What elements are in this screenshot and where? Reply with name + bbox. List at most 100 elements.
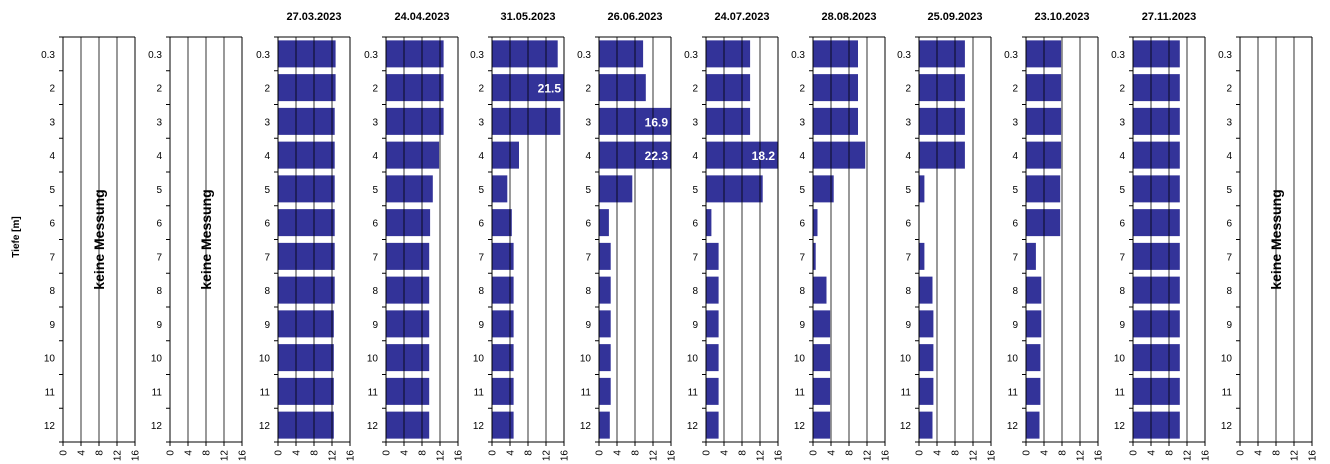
y-tick-label: 10: [687, 354, 699, 365]
y-tick-label: 4: [1012, 151, 1018, 162]
bar: [1026, 310, 1042, 338]
y-tick-label: 2: [799, 84, 805, 95]
bar: [278, 276, 335, 304]
x-tick-label: 4: [827, 450, 838, 456]
y-tick-label: 11: [1115, 387, 1126, 398]
panels: 0.3 2 3 4 5 6 7 8 9 10 11 12 0 4 8 12 16 keine Messung 0.3…: [41, 11, 1318, 461]
x-tick-label: 4: [613, 450, 624, 456]
bar: [492, 344, 514, 372]
bar: [599, 377, 611, 405]
x-tick-label: 16: [1201, 450, 1212, 462]
x-tick-label: 16: [346, 450, 357, 462]
y-tick-label: 7: [49, 252, 55, 263]
x-tick-label: 8: [1272, 450, 1283, 456]
panel-8: 28.08.2023 0.3 2 3 4 5 6 7 8 9 10 11 12 0 4 8 12 16: [791, 11, 891, 461]
bar: [1026, 209, 1061, 237]
y-tick-label: 0.3: [791, 50, 805, 61]
x-tick-label: 0: [915, 450, 926, 456]
bar: [919, 175, 925, 203]
y-tick-label: 10: [900, 354, 912, 365]
y-tick-label: 7: [478, 252, 484, 263]
y-tick-label: 4: [692, 151, 698, 162]
x-tick-label: 12: [436, 450, 447, 462]
y-tick-label: 8: [692, 286, 698, 297]
y-tick-label: 3: [1012, 117, 1018, 128]
bar: [492, 411, 514, 439]
bar: [919, 242, 925, 270]
bar: [386, 107, 444, 135]
y-tick-label: 3: [692, 117, 698, 128]
bar: [706, 377, 719, 405]
x-tick-label: 12: [1076, 450, 1087, 462]
x-tick-label: 8: [418, 450, 429, 456]
y-tick-label: 12: [1114, 421, 1126, 432]
panel-5: 31.05.2023 0.3 2 3 4 5 6 7 8 9 10 11 12 0 4 8 12 16 21.5: [470, 11, 570, 461]
y-tick-label: 0.3: [684, 50, 698, 61]
y-tick-label: 3: [905, 117, 911, 128]
y-tick-label: 2: [905, 84, 911, 95]
bar: [492, 377, 514, 405]
bar: [706, 175, 763, 203]
panel-6: 26.06.2023 0.3 2 3 4 5 6 7 8 9 10 11 12 0 4 8 12 16 16.9 22…: [577, 11, 677, 461]
y-tick-label: 6: [156, 219, 162, 230]
y-tick-label: 7: [1119, 252, 1125, 263]
x-tick-label: 16: [560, 450, 571, 462]
x-tick-label: 4: [933, 450, 944, 456]
y-tick-label: 11: [1222, 387, 1233, 398]
y-tick-label: 10: [580, 354, 592, 365]
bar: [492, 209, 512, 237]
bar: [813, 209, 818, 237]
y-tick-label: 3: [49, 117, 55, 128]
x-tick-label: 16: [131, 450, 142, 462]
y-tick-label: 7: [1226, 252, 1232, 263]
y-tick-label: 3: [264, 117, 270, 128]
y-tick-label: 9: [156, 320, 162, 331]
x-tick-label: 8: [310, 450, 321, 456]
bar: [1133, 141, 1180, 169]
x-tick-label: 16: [238, 450, 249, 462]
y-tick-label: 4: [799, 151, 805, 162]
bar: [1026, 377, 1041, 405]
y-tick-label: 2: [585, 84, 591, 95]
y-tick-label: 12: [367, 421, 379, 432]
y-tick-label: 4: [372, 151, 378, 162]
x-tick-label: 16: [1308, 450, 1319, 462]
y-tick-label: 11: [581, 387, 592, 398]
x-tick-label: 8: [202, 450, 213, 456]
y-tick-label: 5: [905, 185, 911, 196]
bar: [386, 344, 430, 372]
y-tick-label: 12: [151, 421, 163, 432]
y-tick-label: 4: [905, 151, 911, 162]
y-tick-label: 2: [372, 84, 378, 95]
bar: [1026, 276, 1042, 304]
y-tick-label: 5: [585, 185, 591, 196]
y-tick-label: 6: [49, 219, 55, 230]
bar: [813, 141, 866, 169]
bar: [1133, 175, 1180, 203]
y-tick-label: 7: [156, 252, 162, 263]
y-tick-label: 8: [905, 286, 911, 297]
bar: [386, 40, 444, 68]
x-tick-label: 8: [631, 450, 642, 456]
no-measurement-label: keine Messung: [91, 189, 107, 289]
y-tick-label: 10: [473, 354, 485, 365]
y-tick-label: 11: [474, 387, 485, 398]
bar: [919, 310, 934, 338]
y-tick-label: 5: [1226, 185, 1232, 196]
panel-title: 28.08.2023: [821, 11, 876, 23]
y-tick-label: 12: [1007, 421, 1019, 432]
x-tick-label: 0: [488, 450, 499, 456]
x-tick-label: 4: [1254, 450, 1265, 456]
bar: [386, 411, 430, 439]
x-tick-label: 12: [1290, 450, 1301, 462]
y-tick-label: 2: [156, 84, 162, 95]
y-tick-label: 6: [1119, 219, 1125, 230]
bar: [1133, 344, 1180, 372]
bar: [919, 141, 965, 169]
y-tick-label: 3: [478, 117, 484, 128]
panel-1: 0.3 2 3 4 5 6 7 8 9 10 11 12 0 4 8 12 16 keine Messung: [41, 36, 142, 462]
bar: [1133, 276, 1180, 304]
y-tick-label: 0.3: [364, 50, 378, 61]
bar: [1133, 74, 1180, 102]
y-tick-label: 12: [259, 421, 271, 432]
